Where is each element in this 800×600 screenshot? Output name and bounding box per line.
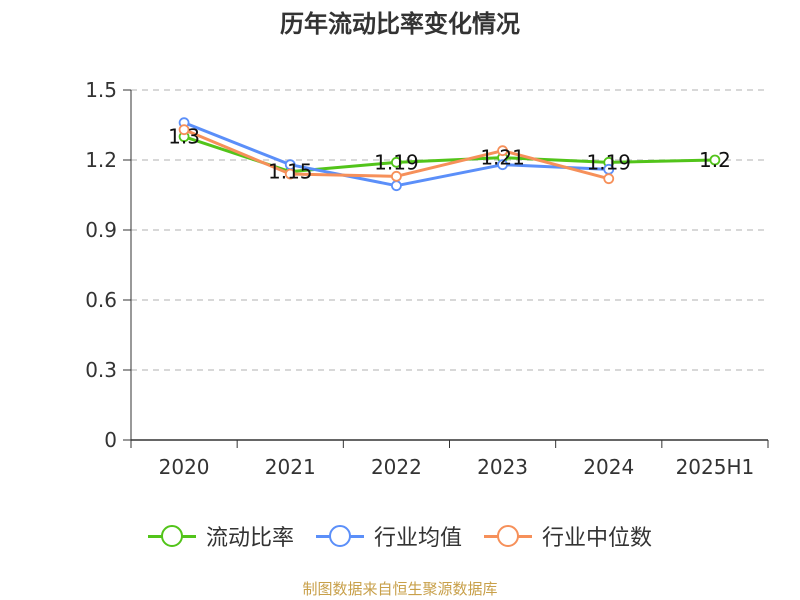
x-tick-label: 2020 — [159, 455, 210, 479]
data-label-layer: 1.3 1.15 1.19 1.21 1.19 1.2 — [168, 125, 731, 184]
x-tick-label: 2024 — [583, 455, 634, 479]
data-point — [497, 159, 508, 171]
grid-layer — [131, 89, 768, 371]
legend-item-industry-mean[interactable]: 行业均值 — [315, 520, 462, 552]
data-point — [709, 154, 721, 166]
data-point — [391, 156, 402, 168]
series-layer — [178, 117, 721, 192]
legend-marker-icon — [147, 524, 196, 548]
legend: 流动比率 行业均值 行业中位数 — [0, 520, 800, 552]
data-point — [284, 168, 296, 180]
data-point — [603, 173, 615, 185]
source-note: 制图数据来自恒生聚源数据库 — [302, 580, 498, 598]
data-point — [391, 180, 402, 192]
legend-label: 行业均值 — [373, 526, 462, 551]
chart-title: 历年流动比率变化情况 — [280, 10, 520, 38]
y-tick-label: 0.9 — [85, 218, 117, 242]
y-tick-label: 0 — [104, 428, 117, 452]
legend-label: 行业中位数 — [542, 526, 653, 551]
y-tick-label: 0.6 — [85, 288, 117, 312]
data-label: 1.21 — [480, 146, 525, 170]
legend-item-current-ratio[interactable]: 流动比率 — [147, 520, 294, 552]
x-tick-label: 2025H1 — [676, 455, 755, 479]
data-point — [391, 170, 402, 182]
data-point — [178, 124, 190, 136]
x-tick-label: 2021 — [265, 455, 316, 479]
data-label: 1.15 — [268, 160, 313, 184]
legend-marker-icon — [315, 524, 364, 548]
y-tick-label: 0.3 — [85, 358, 117, 382]
legend-label: 流动比率 — [205, 526, 294, 551]
data-label: 1.19 — [586, 150, 631, 174]
y-tick-label: 1.2 — [85, 148, 117, 172]
axis-layer: 0 0.3 0.6 0.9 1.2 1.5 2020 2021 2022 2023 2024 2025… — [85, 78, 769, 479]
data-point — [497, 145, 508, 157]
x-tick-label: 2023 — [477, 455, 528, 479]
data-label: 1.3 — [168, 125, 200, 149]
data-label: 1.19 — [374, 150, 419, 174]
x-tick-label: 2022 — [371, 455, 422, 479]
y-tick-label: 1.5 — [85, 78, 117, 102]
data-label: 1.2 — [699, 148, 731, 172]
legend-marker-icon — [484, 524, 532, 548]
legend-item-industry-median[interactable]: 行业中位数 — [484, 520, 652, 552]
